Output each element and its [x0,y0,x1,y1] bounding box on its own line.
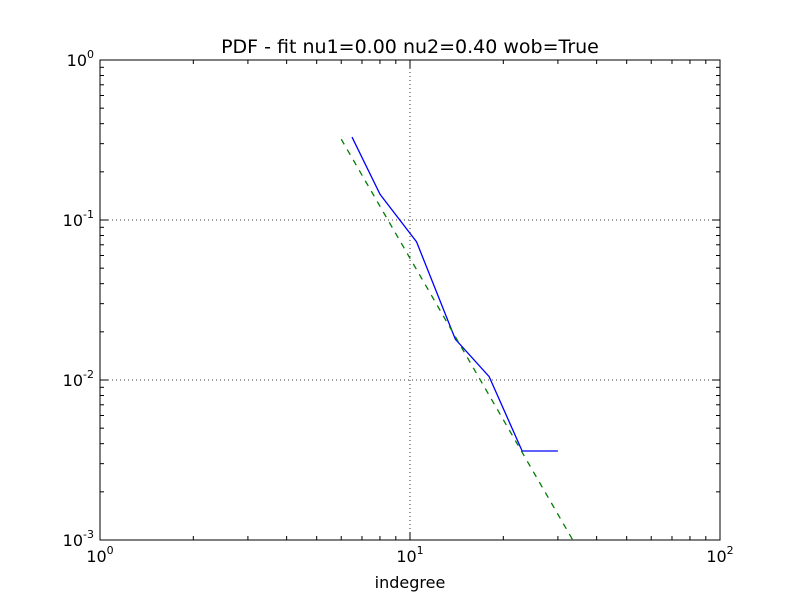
y-tick-label: 10-3 [63,528,94,550]
x-tick-label: 101 [396,544,423,566]
ticks [99,59,721,541]
y-tick-labels: 10-3 10-2 10-1 100 [63,48,94,550]
x-tick-labels: 100 101 102 [86,544,733,566]
series-layer [340,136,574,541]
y-tick-label: 10-2 [63,368,94,390]
y-tick-label: 10-1 [63,208,94,230]
data-line [351,136,558,452]
x-tick-label: 102 [706,544,733,566]
fit-line [340,138,574,541]
x-axis-label: indegree [375,573,446,592]
chart-title: PDF - fit nu1=0.00 nu2=0.40 wob=True [221,36,599,58]
y-tick-label: 100 [67,48,94,70]
x-tick-label: 100 [86,544,113,566]
